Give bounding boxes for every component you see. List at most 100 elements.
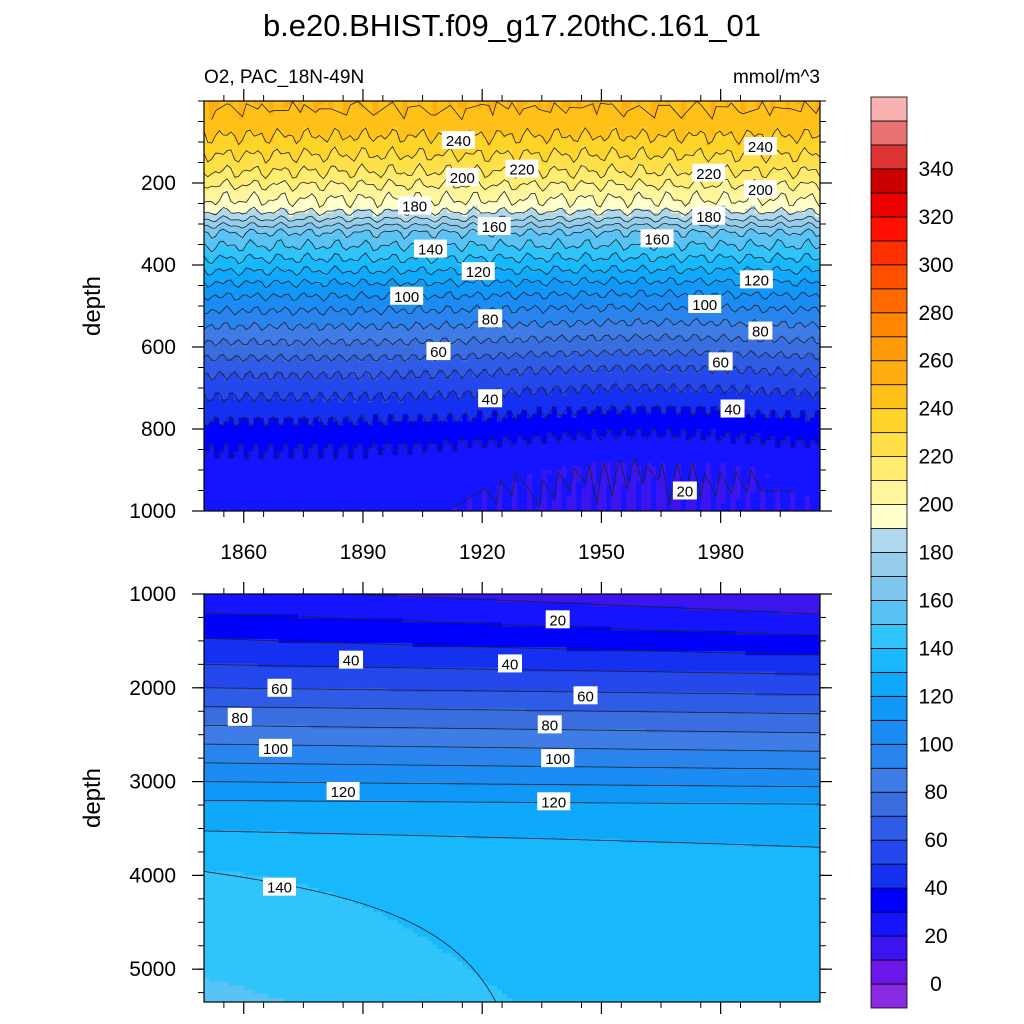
contour-cell: [333, 440, 339, 445]
contour-cell: [248, 123, 255, 128]
contour-cell: [417, 279, 424, 285]
contour-cell: [318, 384, 324, 389]
contour-cell: [243, 332, 250, 337]
contour-cell: [422, 462, 429, 467]
contour-cell: [273, 101, 280, 106]
contour-cell: [218, 186, 225, 192]
contour-cell: [208, 212, 215, 218]
contour-cell: [353, 347, 359, 352]
contour-cell: [233, 455, 240, 460]
contour-cell: [263, 242, 270, 247]
contour-cell: [367, 164, 374, 169]
contour-cell: [213, 380, 220, 385]
contour-cell: [253, 253, 260, 259]
contour-cell: [278, 421, 285, 426]
contour-cell: [263, 313, 270, 318]
contour-cell: [417, 350, 424, 356]
contour-cell: [223, 160, 230, 165]
contour-cell: [387, 112, 394, 117]
contour-cell: [218, 477, 225, 482]
contour-cell: [407, 473, 414, 479]
contour-cell: [382, 313, 389, 318]
contour-cell: [382, 451, 389, 456]
contour-cell: [288, 470, 295, 475]
contour-cell: [223, 354, 230, 359]
contour-cell: [323, 451, 329, 456]
contour-cell: [358, 212, 364, 218]
contour-cell: [283, 153, 290, 158]
contour-cell: [328, 421, 334, 426]
contour-cell: [412, 164, 419, 169]
contour-cell: [358, 197, 364, 203]
contour-cell: [367, 119, 374, 124]
contour-cell: [278, 410, 285, 415]
contour-cell: [348, 347, 354, 352]
contour-cell: [382, 298, 389, 303]
contour-cell: [218, 369, 225, 374]
contour-cell: [248, 235, 255, 240]
contour-cell: [402, 436, 409, 441]
contour-cell: [353, 328, 359, 333]
contour-cell: [278, 477, 285, 482]
contour-cell: [288, 201, 295, 206]
contour-cell: [308, 224, 314, 229]
contour-cell: [268, 108, 275, 113]
contour-cell: [372, 265, 379, 270]
contour-cell: [323, 101, 329, 106]
contour-cell: [278, 246, 285, 251]
contour-cell: [263, 127, 270, 132]
contour-cell: [367, 395, 374, 400]
contour-cell: [273, 488, 280, 493]
contour-cell: [233, 332, 240, 337]
contour-cell: [358, 324, 364, 329]
contour-cell: [243, 205, 250, 210]
contour-cell: [372, 384, 379, 389]
contour-cell: [412, 186, 419, 192]
contour-cell: [348, 246, 354, 251]
contour-cell: [303, 253, 309, 259]
contour-cell: [417, 466, 424, 471]
contour-cell: [382, 306, 389, 311]
contour-cell: [323, 477, 329, 482]
contour-cell: [412, 440, 419, 445]
contour-cell: [402, 186, 409, 192]
contour-cell: [223, 156, 230, 162]
contour-cell: [343, 186, 349, 192]
contour-cell: [358, 492, 364, 497]
contour-cell: [417, 470, 424, 475]
contour-cell: [258, 138, 265, 143]
contour-cell: [303, 335, 309, 341]
contour-cell: [253, 220, 260, 225]
contour-cell: [303, 347, 309, 352]
contour-cell: [233, 242, 240, 247]
contour-cell: [263, 145, 270, 151]
contour-cell: [358, 201, 364, 206]
contour-cell: [248, 320, 255, 326]
contour-cell: [238, 194, 245, 199]
contour-cell: [422, 488, 429, 493]
contour-cell: [268, 309, 275, 315]
contour-cell: [253, 432, 260, 438]
contour-cell: [318, 168, 324, 173]
contour-cell: [417, 406, 424, 411]
contour-cell: [253, 458, 260, 464]
contour-cell: [318, 179, 324, 184]
contour-cell: [238, 306, 245, 311]
contour-cell: [204, 250, 210, 255]
contour-cell: [358, 145, 364, 151]
contour-cell: [353, 306, 359, 311]
contour-cell: [358, 395, 364, 400]
contour-cell: [353, 134, 359, 139]
contour-cell: [238, 160, 245, 165]
contour-cell: [223, 429, 230, 434]
contour-cell: [367, 153, 374, 158]
contour-cell: [228, 320, 235, 326]
contour-cell: [343, 507, 349, 511]
contour-cell: [308, 205, 314, 210]
contour-cell: [298, 227, 304, 233]
contour-cell: [298, 492, 304, 497]
contour-cell: [397, 127, 404, 132]
contour-cell: [333, 112, 339, 117]
contour-cell: [268, 156, 275, 162]
contour-cell: [377, 429, 384, 434]
